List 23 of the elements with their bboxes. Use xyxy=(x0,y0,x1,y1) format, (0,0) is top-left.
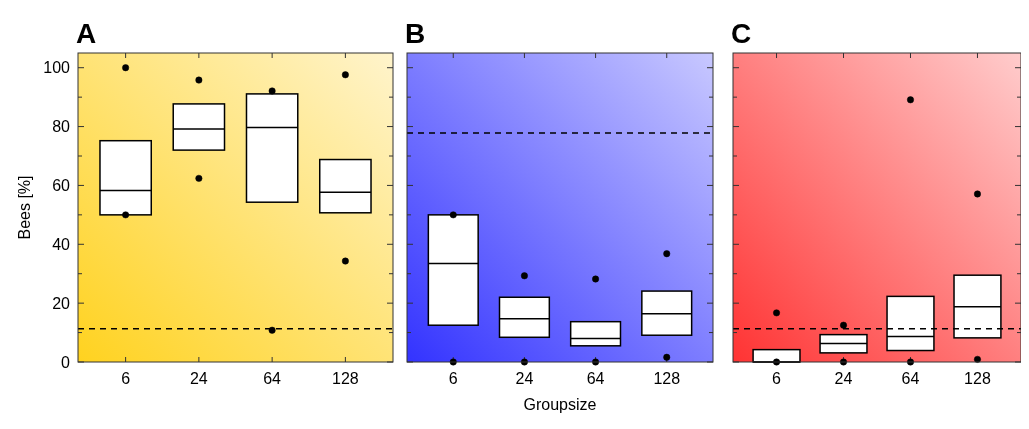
y-tick-label: 80 xyxy=(52,118,71,136)
x-axis-title: Groupsize xyxy=(523,396,597,413)
x-tick-label: 6 xyxy=(121,370,131,387)
y-tick-label: 0 xyxy=(61,353,71,371)
x-tick-label: 24 xyxy=(189,370,208,387)
chart-title: C xyxy=(731,18,752,49)
y-tick-label: 40 xyxy=(52,235,71,253)
x-tick-label: 128 xyxy=(653,370,681,387)
x-tick-label: 64 xyxy=(586,370,605,387)
x-tick-label: 128 xyxy=(964,370,991,387)
x-tick-label: 24 xyxy=(515,370,534,387)
x-tick-label: 6 xyxy=(772,370,782,387)
x-tick-label: 6 xyxy=(448,370,458,387)
x-tick-label: 128 xyxy=(332,370,359,387)
x-tick-label: 24 xyxy=(834,370,853,387)
chart-title: B xyxy=(405,18,426,49)
chart-title: A xyxy=(76,18,97,49)
x-tick-label: 64 xyxy=(263,370,282,387)
y-tick-label: 20 xyxy=(52,294,71,312)
y-tick-label: 100 xyxy=(43,59,71,77)
x-tick-label: 64 xyxy=(901,370,920,387)
y-tick-label: 60 xyxy=(52,177,71,195)
y-axis-title: Bees [%] xyxy=(16,175,33,240)
